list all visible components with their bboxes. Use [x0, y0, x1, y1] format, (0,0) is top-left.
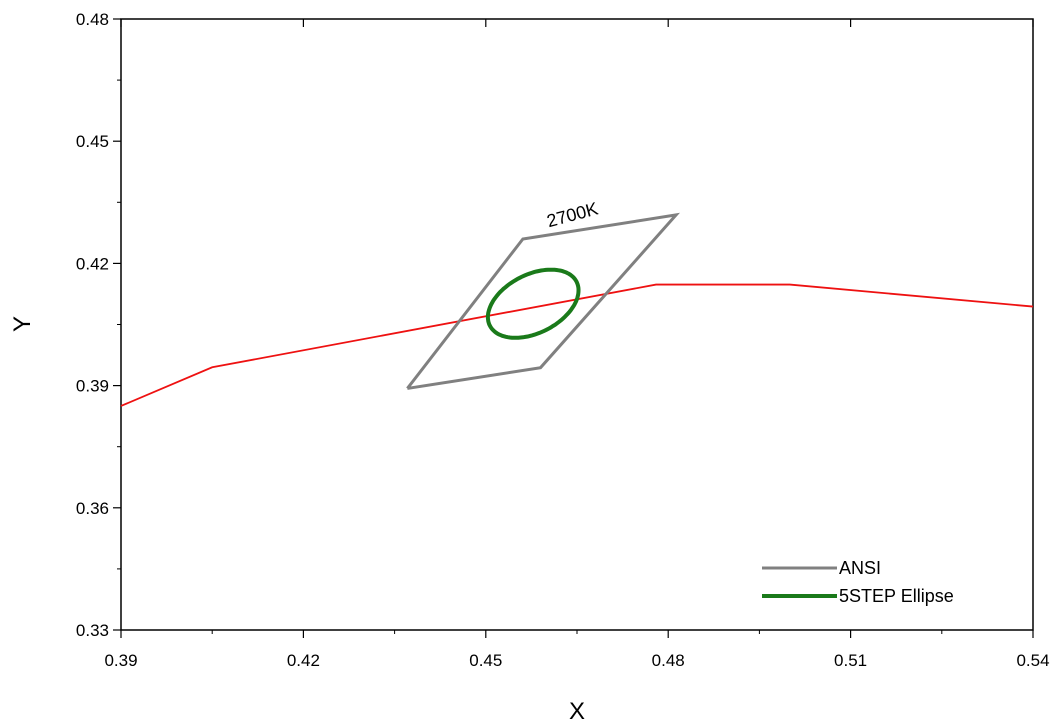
x-tick-label: 0.42	[287, 651, 320, 670]
series-planckian-locus-line	[120, 283, 1034, 407]
legend-label-ansi: ANSI	[839, 558, 881, 578]
x-tick-label: 0.48	[652, 651, 685, 670]
x-tick-label: 0.45	[469, 651, 502, 670]
y-axis-title: Y	[9, 316, 36, 332]
y-tick-label: 0.36	[76, 499, 109, 518]
y-tick-label: 0.48	[76, 10, 109, 29]
annotations: 2700K	[545, 198, 600, 231]
x-tick-labels: 0.39 0.42 0.45 0.48 0.51 0.54	[104, 651, 1049, 670]
legend: ANSI 5STEP Ellipse	[762, 558, 954, 606]
series-ansi-quadrangle	[406, 212, 680, 390]
annotation-label: 2700K	[545, 198, 600, 231]
x-axis-title: X	[569, 698, 585, 725]
y-tick-label: 0.45	[76, 132, 109, 151]
y-tick-label: 0.42	[76, 254, 109, 273]
axis-ticks	[113, 18, 1034, 638]
y-tick-label: 0.39	[76, 377, 109, 396]
series-5step-ellipse	[485, 267, 581, 340]
x-tick-label: 0.54	[1016, 651, 1049, 670]
legend-label-ellipse: 5STEP Ellipse	[839, 586, 954, 606]
x-tick-label: 0.51	[834, 651, 867, 670]
series-layer	[120, 212, 1034, 407]
y-tick-labels: 0.33 0.36 0.39 0.42 0.45 0.48	[76, 10, 109, 640]
x-tick-label: 0.39	[104, 651, 137, 670]
y-tick-label: 0.33	[76, 621, 109, 640]
